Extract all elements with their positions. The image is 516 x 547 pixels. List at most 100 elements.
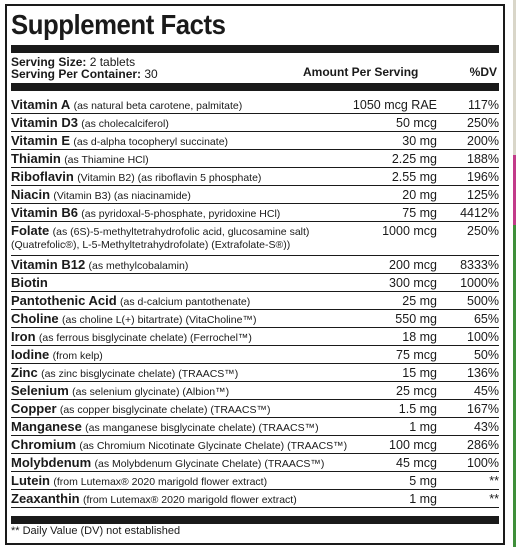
footnote: ** Daily Value (DV) not established — [11, 525, 181, 537]
nutrient-row-folate: Folate (as (6S)-5-methyltetrahydrofolic … — [11, 222, 499, 256]
nutrient-label: Manganese — [11, 419, 82, 434]
nutrient-row-molybdenum: Molybdenum (as Molybdenum Glycinate Chel… — [11, 454, 499, 472]
nutrient-source: (as copper bisglycinate chelate) (TRAACS… — [59, 404, 271, 416]
nutrient-label: Iron — [11, 329, 36, 344]
nutrient-name: Folate (as (6S)-5-methyltetrahydrofolic … — [11, 223, 309, 238]
nutrient-row-vitamin-a: Vitamin A (as natural beta carotene, pal… — [11, 96, 499, 114]
nutrient-label: Lutein — [11, 473, 50, 488]
header-rule — [11, 83, 499, 91]
serving-size-label: Serving Size: — [11, 55, 87, 69]
nutrient-row-biotin: Biotin 300 mcg 1000% — [11, 274, 499, 292]
nutrient-amount: 5 mg — [409, 474, 437, 488]
nutrient-source: (as cholecalciferol) — [81, 118, 169, 130]
nutrient-daily-value: 250% — [467, 116, 499, 130]
nutrient-row-vitamin-d3: Vitamin D3 (as cholecalciferol) 50 mcg 250… — [11, 114, 499, 132]
nutrient-label: Selenium — [11, 383, 69, 398]
nutrient-daily-value: 4412% — [460, 206, 499, 220]
servings-per-container: Serving Per Container: 30 — [11, 67, 158, 81]
nutrient-amount: 1 mg — [409, 492, 437, 506]
nutrient-source: (as natural beta carotene, palmitate) — [73, 100, 243, 112]
nutrient-row-iodine: Iodine (from kelp) 75 mcg 50% — [11, 346, 499, 364]
nutrient-label: Zinc — [11, 365, 38, 380]
nutrient-row-pantothenic-acid: Pantothenic Acid (as d-calcium pantothen… — [11, 292, 499, 310]
nutrient-name: Vitamin B6 (as pyridoxal-5-phosphate, py… — [11, 205, 280, 220]
nutrient-name: Zeaxanthin (from Lutemax® 2020 marigold … — [11, 491, 297, 506]
nutrient-amount: 2.25 mg — [391, 152, 437, 166]
nutrient-name: Vitamin A (as natural beta carotene, pal… — [11, 97, 242, 112]
nutrient-amount: 20 mg — [402, 188, 437, 202]
nutrient-name: Choline (as choline L(+) bitartrate) (Vi… — [11, 311, 256, 326]
nutrient-name: Manganese (as manganese bisglycinate che… — [11, 419, 319, 434]
nutrient-daily-value: 1000% — [460, 276, 499, 290]
nutrient-amount: 25 mcg — [396, 384, 437, 398]
nutrient-name: Biotin — [11, 275, 48, 290]
nutrient-daily-value: 43% — [473, 420, 499, 434]
nutrient-source: (Vitamin B2) (as riboflavin 5 phosphate) — [77, 172, 262, 184]
nutrient-name: Copper (as copper bisglycinate chelate) … — [11, 401, 271, 416]
nutrient-label: Pantothenic Acid — [11, 293, 117, 308]
nutrient-source: (from Lutemax® 2020 marigold flower extr… — [82, 494, 297, 506]
nutrient-source: (as ferrous bisglycinate chelate) (Ferro… — [38, 332, 252, 344]
nutrient-source: (as zinc bisglycinate chelate) (TRAACS™) — [41, 368, 239, 380]
nutrient-row-zeaxanthin: Zeaxanthin (from Lutemax® 2020 marigold … — [11, 490, 499, 508]
nutrient-name: Iodine (from kelp) — [11, 347, 103, 362]
nutrient-daily-value: 286% — [467, 438, 499, 452]
nutrient-row-vitamin-b6: Vitamin B6 (as pyridoxal-5-phosphate, py… — [11, 204, 499, 222]
nutrient-source: (as manganese bisglycinate chelate) (TRA… — [85, 422, 319, 434]
nutrient-name: Molybdenum (as Molybdenum Glycinate Chel… — [11, 455, 324, 470]
panel-title: Supplement Facts — [11, 9, 226, 40]
nutrient-source: (as Chromium Nicotinate Glycinate Chelat… — [79, 440, 348, 452]
nutrient-row-vitamin-b12: Vitamin B12 (as methylcobalamin) 200 mcg 8… — [11, 256, 499, 274]
nutrient-name: Chromium (as Chromium Nicotinate Glycina… — [11, 437, 347, 452]
nutrient-daily-value: 8333% — [460, 258, 499, 272]
nutrient-label: Copper — [11, 401, 57, 416]
nutrient-source: (as (6S)-5-methyltetrahydrofolic acid, g… — [52, 226, 310, 238]
nutrient-amount: 1 mg — [409, 420, 437, 434]
nutrient-source: (as d-alpha tocopheryl succinate) — [73, 136, 229, 148]
nutrient-daily-value: 500% — [467, 294, 499, 308]
nutrient-daily-value: 167% — [467, 402, 499, 416]
edge-strip-green — [513, 225, 516, 547]
supplement-facts-panel: Supplement Facts Serving Size: 2 tablets… — [5, 4, 505, 545]
nutrient-daily-value: 136% — [467, 366, 499, 380]
nutrient-label: Vitamin B6 — [11, 205, 78, 220]
servings-per-container-label: Serving Per Container: — [11, 67, 142, 81]
nutrient-source: (as selenium glycinate) (Albion™) — [72, 386, 230, 398]
nutrient-name: Iron (as ferrous bisglycinate chelate) (… — [11, 329, 252, 344]
nutrient-source: (as d-calcium pantothenate) — [120, 296, 251, 308]
nutrient-name: Vitamin E (as d-alpha tocopheryl succina… — [11, 133, 228, 148]
nutrient-name: Vitamin B12 (as methylcobalamin) — [11, 257, 188, 272]
nutrient-amount: 25 mg — [402, 294, 437, 308]
nutrient-source: (as Molybdenum Glycinate Chelate) (TRAAC… — [94, 458, 325, 470]
nutrient-label: Vitamin B12 — [11, 257, 86, 272]
nutrient-row-thiamin: Thiamin (as Thiamine HCl) 2.25 mg 188% — [11, 150, 499, 168]
nutrient-label: Niacin — [11, 187, 51, 202]
nutrient-amount: 75 mcg — [396, 348, 437, 362]
nutrient-amount: 18 mg — [402, 330, 437, 344]
nutrient-daily-value: 200% — [467, 134, 499, 148]
nutrient-label: Thiamin — [11, 151, 61, 166]
nutrient-source: (as pyridoxal-5-phosphate, pyridoxine HC… — [81, 208, 281, 220]
nutrient-amount: 550 mg — [395, 312, 437, 326]
nutrient-amount: 100 mcg — [389, 438, 437, 452]
nutrient-row-niacin: Niacin (Vitamin B3) (as niacinamide) 20 m… — [11, 186, 499, 204]
nutrient-source-continued: (Quatrefolic®), L-5-Methyltetrahydrofola… — [11, 239, 291, 251]
nutrient-source: (Vitamin B3) (as niacinamide) — [53, 190, 191, 202]
nutrient-row-choline: Choline (as choline L(+) bitartrate) (Vi… — [11, 310, 499, 328]
nutrient-daily-value: 65% — [473, 312, 499, 326]
nutrient-amount: 45 mcg — [396, 456, 437, 470]
nutrient-name: Thiamin (as Thiamine HCl) — [11, 151, 149, 166]
serving-size: Serving Size: 2 tablets — [11, 55, 135, 69]
nutrient-row-iron: Iron (as ferrous bisglycinate chelate) (… — [11, 328, 499, 346]
serving-size-value: 2 tablets — [89, 55, 136, 69]
nutrient-amount: 75 mg — [402, 206, 437, 220]
nutrient-amount: 50 mcg — [396, 116, 437, 130]
nutrient-label: Vitamin E — [11, 133, 71, 148]
nutrient-label: Choline — [11, 311, 59, 326]
nutrient-name: Lutein (from Lutemax® 2020 marigold flow… — [11, 473, 267, 488]
nutrient-amount: 1000 mcg — [382, 224, 437, 238]
nutrient-source: (as choline L(+) bitartrate) (VitaCholin… — [62, 314, 257, 326]
nutrient-label: Biotin — [11, 275, 48, 290]
nutrient-daily-value: 100% — [467, 456, 499, 470]
nutrient-row-chromium: Chromium (as Chromium Nicotinate Glycina… — [11, 436, 499, 454]
